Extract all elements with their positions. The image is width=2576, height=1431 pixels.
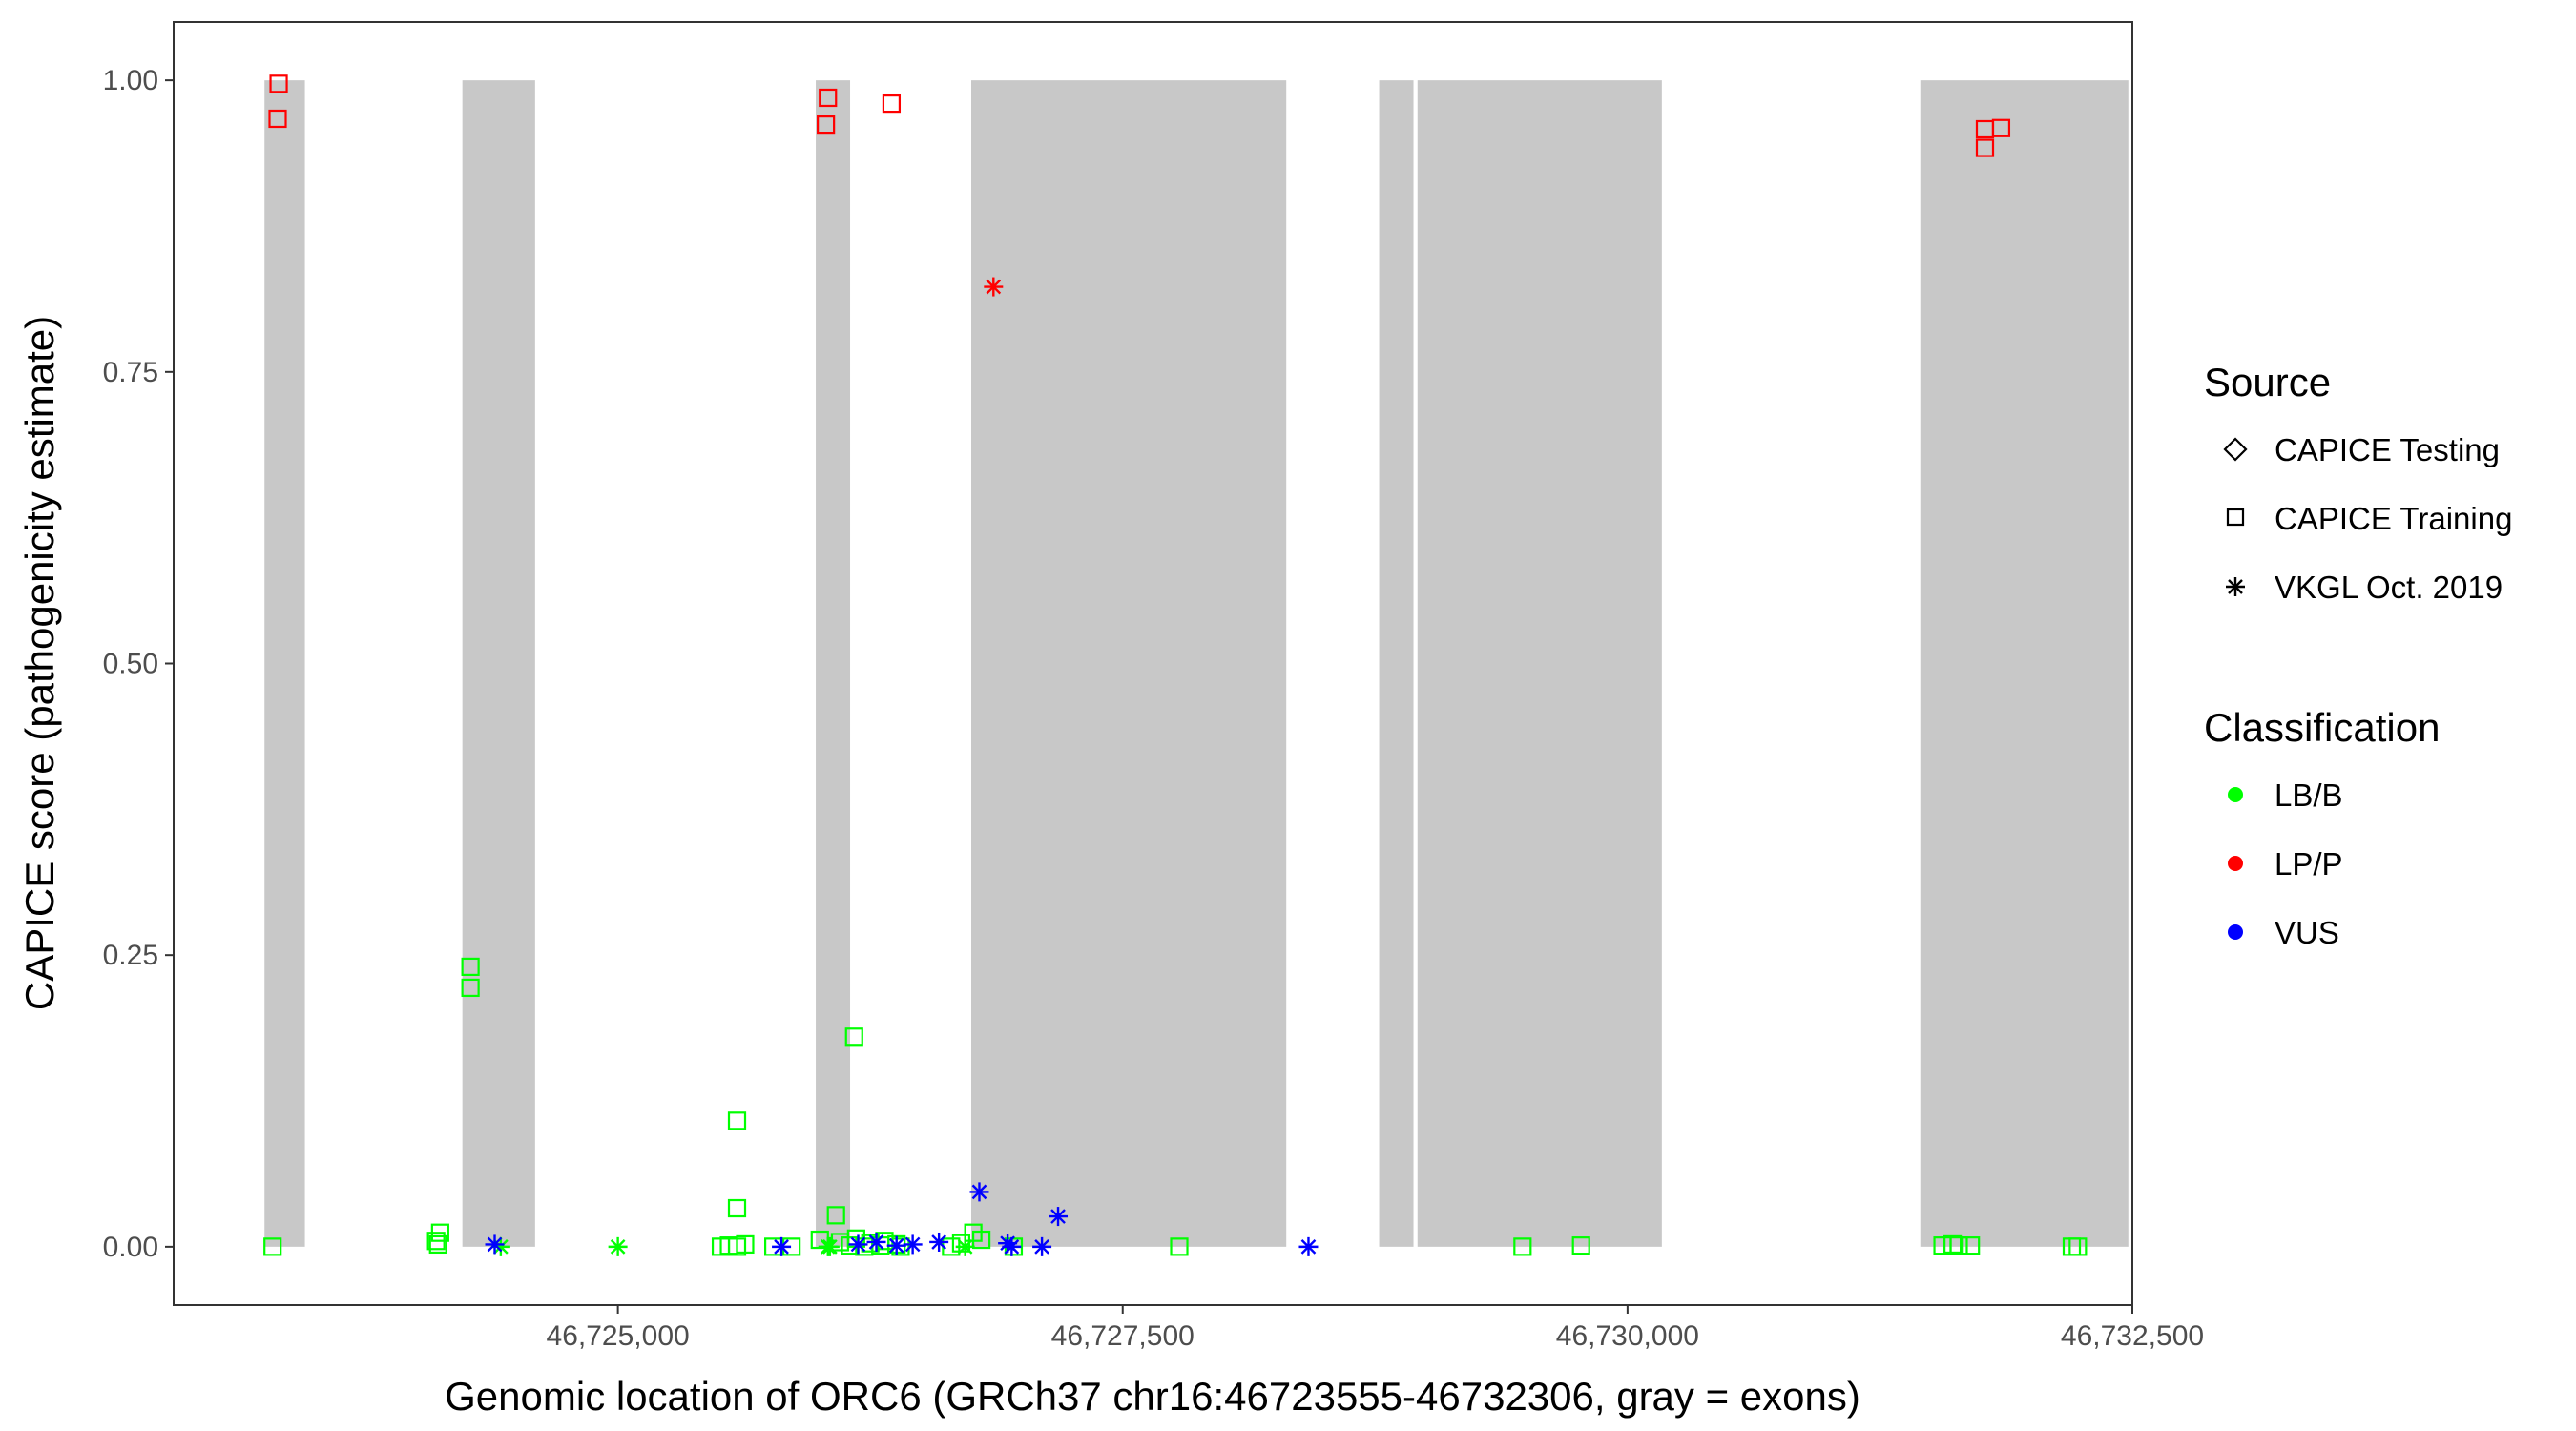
data-point-asterisk — [1049, 1207, 1069, 1227]
data-point-asterisk — [1298, 1236, 1319, 1256]
data-point-square — [727, 1198, 747, 1218]
exon-band — [462, 80, 535, 1247]
x-tick-label: 46,725,000 — [547, 1320, 690, 1352]
data-point-square — [844, 1027, 863, 1047]
data-point-square — [1943, 1234, 1963, 1255]
y-tick-label: 1.00 — [103, 65, 158, 96]
legend-item-lb-b: LB/B — [2228, 778, 2343, 813]
data-point-square — [1513, 1237, 1532, 1256]
data-point-square — [882, 93, 902, 114]
data-point-asterisk — [866, 1232, 886, 1252]
data-point-square — [819, 88, 838, 108]
data-point-square — [727, 1111, 747, 1130]
y-tick-label: 0.75 — [103, 357, 158, 388]
data-point-square — [2068, 1237, 2088, 1256]
data-point-square — [1975, 138, 1995, 157]
legend-item-label: VKGL Oct. 2019 — [2275, 570, 2503, 605]
data-point-square — [428, 1234, 447, 1255]
legend-item-vus: VUS — [2228, 915, 2339, 950]
legend-item-vkgl: VKGL Oct. 2019 — [2226, 570, 2503, 605]
data-point-square — [269, 74, 288, 93]
y-tick-label: 0.25 — [103, 940, 158, 971]
exon-band — [971, 80, 1287, 1247]
legend-item-capice-training: CAPICE Training — [2226, 501, 2512, 536]
data-point-asterisk — [608, 1236, 628, 1256]
exon-band — [264, 80, 305, 1247]
y-tick-label: 0.00 — [103, 1232, 158, 1263]
legend-dot-icon — [2228, 787, 2243, 802]
legend-item-label: LB/B — [2275, 778, 2343, 813]
data-point-asterisk — [886, 1235, 906, 1255]
exon-band — [816, 80, 851, 1247]
x-tick-label: 46,730,000 — [1556, 1320, 1699, 1352]
data-point-asterisk — [820, 1236, 840, 1256]
data-point-asterisk — [848, 1234, 868, 1255]
data-point-square — [826, 1206, 845, 1225]
data-point-square — [1571, 1236, 1590, 1255]
exon-layer — [264, 80, 2129, 1247]
point-layer — [263, 74, 2088, 1256]
legend-square-icon — [2226, 508, 2245, 527]
y-axis: 0.00 0.25 0.50 0.75 1.00 — [103, 65, 174, 1263]
legend-source-title: Source — [2204, 360, 2331, 404]
data-point-asterisk — [903, 1234, 923, 1255]
data-point-square — [736, 1234, 755, 1255]
legend-classification: Classification LB/B LP/P VUS — [2204, 705, 2440, 950]
data-point-square — [1991, 118, 2011, 137]
data-point-square — [461, 957, 480, 977]
data-point-asterisk — [969, 1182, 989, 1202]
legend-item-label: VUS — [2275, 915, 2339, 950]
data-point-asterisk — [929, 1232, 949, 1252]
y-axis-title: CAPICE score (pathogenicity estimate) — [17, 316, 62, 1010]
legend-source: Source CAPICE Testing CAPICE Training VK… — [2204, 360, 2512, 605]
x-tick-label: 46,727,500 — [1051, 1320, 1195, 1352]
data-point-square — [1949, 1236, 1968, 1255]
x-tick-label: 46,732,500 — [2061, 1320, 2204, 1352]
legend-item-lp-p: LP/P — [2228, 846, 2343, 881]
data-point-square — [971, 1230, 991, 1250]
x-axis-title: Genomic location of ORC6 (GRCh37 chr16:4… — [445, 1374, 1860, 1419]
legend-item-capice-testing: CAPICE Testing — [2223, 432, 2500, 467]
legend-classification-title: Classification — [2204, 705, 2440, 750]
data-point-asterisk — [955, 1236, 975, 1256]
exon-band — [1920, 80, 2129, 1247]
data-point-asterisk — [485, 1234, 505, 1255]
legend-item-label: CAPICE Training — [2275, 501, 2512, 536]
data-point-square — [891, 1237, 910, 1256]
data-point-square — [810, 1230, 829, 1250]
data-point-asterisk — [1032, 1236, 1052, 1256]
data-point-asterisk — [1002, 1236, 1022, 1256]
legend-diamond-icon — [2223, 437, 2248, 462]
plot-panel — [173, 21, 2133, 1306]
y-tick-label: 0.50 — [103, 649, 158, 680]
exon-band — [1379, 80, 1414, 1247]
legend-dot-icon — [2228, 856, 2243, 871]
data-point-square — [268, 109, 287, 129]
data-point-asterisk — [984, 277, 1004, 297]
data-point-asterisk — [772, 1236, 792, 1256]
data-point-square — [1170, 1237, 1189, 1256]
exon-band — [1417, 80, 1662, 1247]
data-point-square — [426, 1232, 446, 1251]
legend-item-label: CAPICE Testing — [2275, 432, 2500, 467]
legend-dot-icon — [2228, 924, 2243, 940]
legend-asterisk-icon — [2226, 577, 2245, 596]
x-axis: 46,725,000 46,727,500 46,730,000 46,732,500 — [547, 1305, 2204, 1352]
data-point-square — [461, 978, 480, 998]
legend-item-label: LP/P — [2275, 846, 2343, 881]
data-point-square — [817, 114, 836, 135]
data-point-square — [1962, 1236, 1981, 1255]
data-point-square — [263, 1237, 282, 1256]
